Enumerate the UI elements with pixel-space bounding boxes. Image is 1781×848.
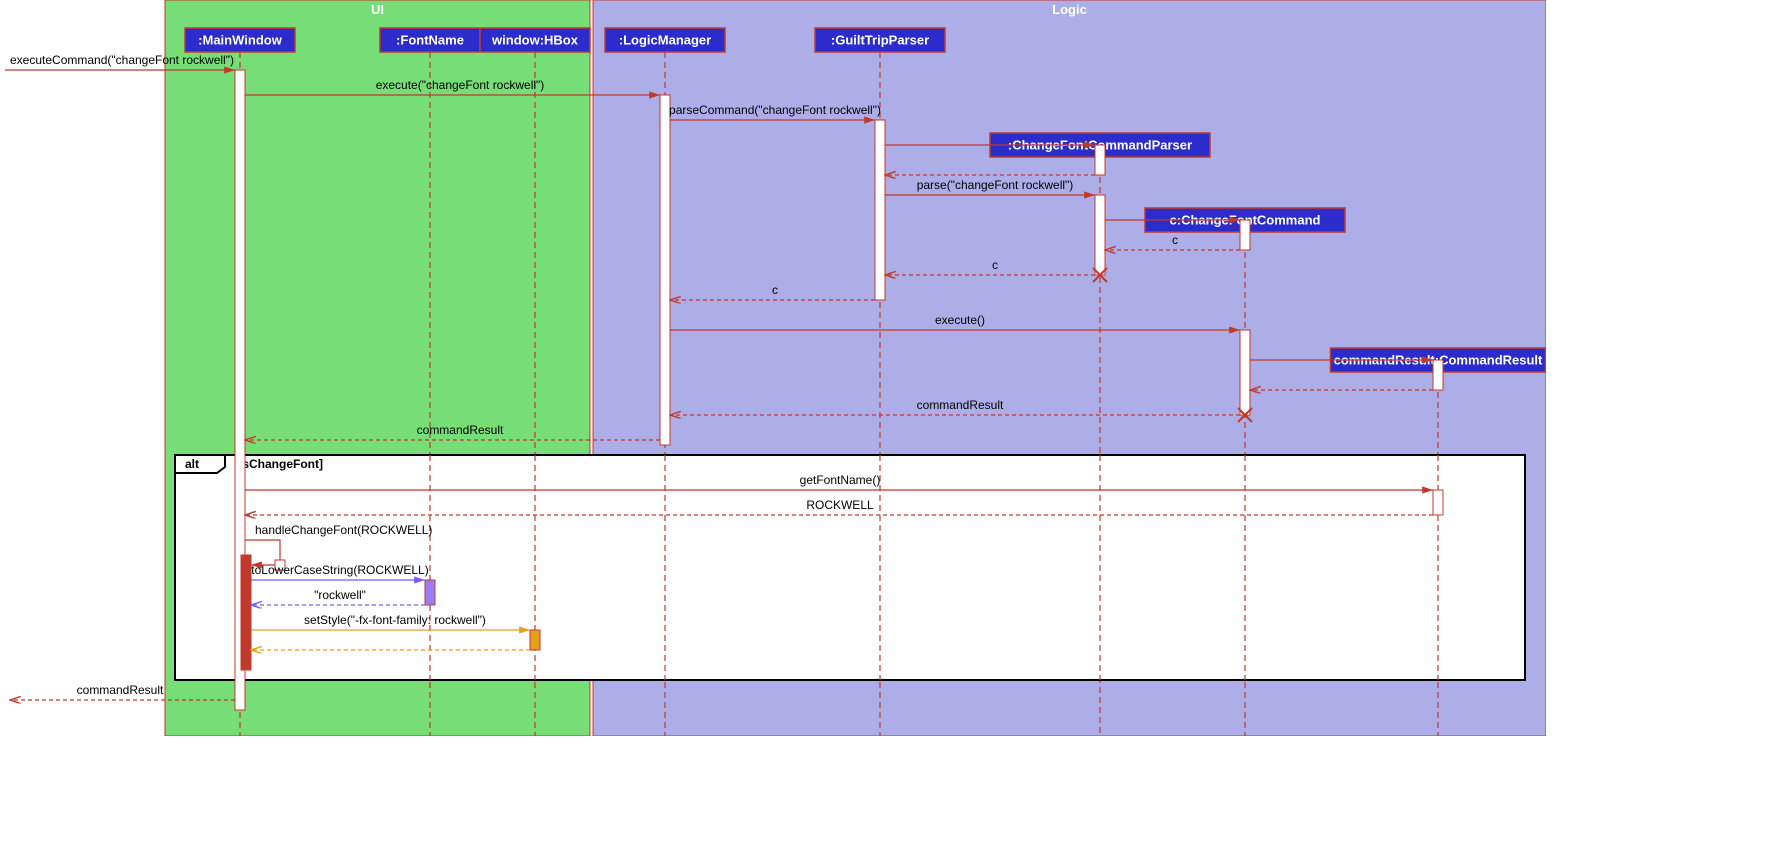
activation-cfcp bbox=[1095, 145, 1105, 175]
activation-cfc bbox=[1240, 330, 1250, 415]
svg-text::GuiltTripParser: :GuiltTripParser bbox=[831, 32, 929, 47]
activation-mainwindow bbox=[241, 555, 251, 670]
message-label: c bbox=[772, 283, 778, 297]
activation-guilttripparser bbox=[875, 120, 885, 300]
activation-hbox bbox=[530, 630, 540, 650]
activation-cmdresult bbox=[1433, 360, 1443, 390]
message-label: parseCommand("changeFont rockwell") bbox=[669, 103, 881, 117]
svg-text::MainWindow: :MainWindow bbox=[198, 32, 283, 47]
activation-fontname bbox=[425, 580, 435, 605]
alt-guard: [isChangeFont] bbox=[235, 457, 323, 471]
message-label: commandResult bbox=[417, 423, 504, 437]
message-label: setStyle("-fx-font-family: rockwell") bbox=[304, 613, 486, 627]
alt-tag-label: alt bbox=[185, 457, 199, 471]
participant-logicmanager: :LogicManager bbox=[605, 28, 725, 52]
svg-text:window:HBox: window:HBox bbox=[491, 32, 579, 47]
message-label: ROCKWELL bbox=[806, 498, 874, 512]
msg-label: handleChangeFont(ROCKWELL) bbox=[255, 523, 432, 537]
logic-frame-title: Logic bbox=[1052, 2, 1087, 17]
activation-logicmanager bbox=[660, 95, 670, 445]
message-label: "rockwell" bbox=[314, 588, 366, 602]
participant-hbox: window:HBox bbox=[480, 28, 590, 52]
message-label: toLowerCaseString(ROCKWELL) bbox=[251, 563, 428, 577]
activation-cfc bbox=[1240, 220, 1250, 250]
message-label: c bbox=[992, 258, 998, 272]
svg-text::FontName: :FontName bbox=[396, 32, 464, 47]
svg-text::LogicManager: :LogicManager bbox=[619, 32, 711, 47]
activation-cfcp bbox=[1095, 195, 1105, 275]
message-label: c bbox=[1172, 233, 1178, 247]
message-label: getFontName() bbox=[800, 473, 881, 487]
activation-cmdresult bbox=[1433, 490, 1443, 515]
participant-fontname: :FontName bbox=[380, 28, 480, 52]
ui-frame-title: UI bbox=[371, 2, 384, 17]
sequence-diagram: UI Logic :MainWindow :FontName window:HBox :L… bbox=[0, 0, 1546, 736]
message-label: execute() bbox=[935, 313, 985, 327]
participant-guilttripparser: :GuiltTripParser bbox=[815, 28, 945, 52]
message-label: executeCommand("changeFont rockwell") bbox=[10, 53, 234, 67]
message-label: execute("changeFont rockwell") bbox=[376, 78, 545, 92]
message-label: parse("changeFont rockwell") bbox=[917, 178, 1074, 192]
message-label: commandResult bbox=[77, 683, 164, 697]
message-label: commandResult bbox=[917, 398, 1004, 412]
alt-tag bbox=[175, 455, 225, 473]
participant-mainwindow: :MainWindow bbox=[185, 28, 295, 52]
